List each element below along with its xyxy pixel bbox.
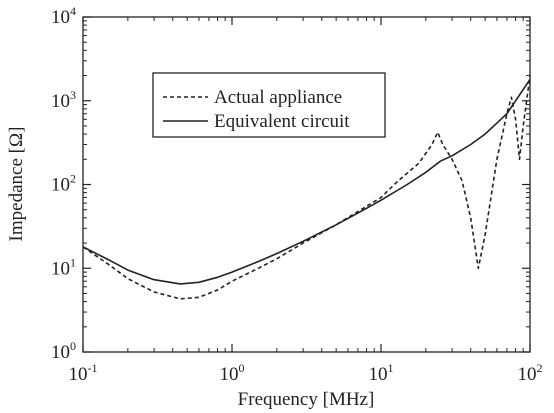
y-tick-label: 103 [51, 88, 76, 112]
x-tick-label: 102 [518, 361, 543, 385]
series-line-equivalent-circuit [82, 78, 531, 285]
legend-label-equivalent: Equivalent circuit [214, 111, 350, 132]
minor-ticks [83, 17, 530, 352]
y-tick-label: 104 [51, 4, 76, 28]
x-axis-title: Frequency [MHz] [238, 389, 375, 410]
series-layer [82, 75, 531, 300]
legend: Actual appliance Equivalent circuit [152, 72, 386, 138]
y-tick-label: 101 [51, 255, 76, 279]
y-axis-title: Impedance [Ω] [6, 127, 27, 242]
y-tick-label: 100 [51, 339, 76, 363]
legend-box [152, 72, 386, 138]
major-ticks [82, 16, 531, 353]
x-tick-label: 100 [220, 361, 245, 385]
legend-label-actual: Actual appliance [214, 87, 342, 108]
x-tick-label: 10-1 [69, 361, 98, 385]
y-tick-label: 102 [51, 172, 76, 196]
x-tick-label: 101 [369, 361, 394, 385]
